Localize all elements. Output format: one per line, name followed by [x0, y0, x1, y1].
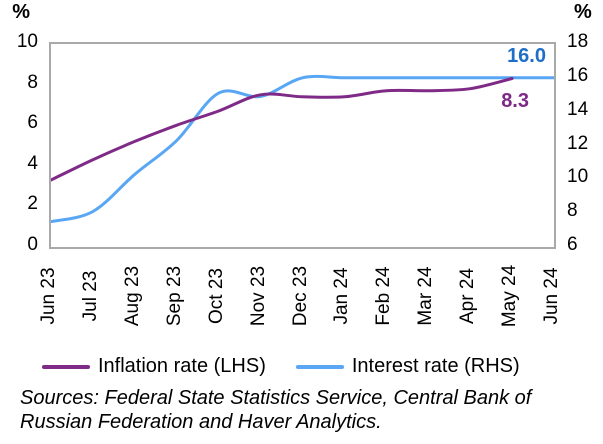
- plot-area: [49, 42, 556, 249]
- x-axis-tick: Jun 24: [541, 267, 562, 325]
- x-axis-tick: Jun 23: [38, 267, 59, 325]
- x-axis-tick: Feb 24: [373, 266, 395, 326]
- x-axis-tick: Sep 23: [163, 265, 185, 327]
- x-axis-tick: Jul 23: [79, 270, 101, 322]
- inflation-rate-end-value-label: 8.3: [501, 90, 529, 112]
- right-axis-unit-label: %: [574, 1, 592, 23]
- right-axis-tick: 18: [567, 31, 589, 52]
- inflation-line-swatch: [42, 364, 90, 369]
- legend: Inflation rate (LHS) Interest rate (RHS): [0, 355, 603, 378]
- source-note-line2: Russian Federation and Haver Analytics.: [20, 411, 382, 433]
- right-axis-tick: 12: [567, 132, 589, 154]
- left-axis-tick: 6: [27, 112, 38, 134]
- interest-rate-end-value-label: 16.0: [507, 45, 546, 67]
- x-axis-tick: Aug 23: [121, 265, 143, 327]
- inflation-rate-line: [51, 77, 514, 182]
- right-axis-tick: 14: [567, 98, 589, 120]
- x-axis-tick: Dec 23: [289, 265, 311, 327]
- legend-item-interest: Interest rate (RHS): [295, 355, 520, 378]
- right-axis-tick: 10: [567, 166, 589, 188]
- source-note: Sources: Federal State Statistics Servic…: [20, 386, 585, 434]
- left-axis-unit-label: %: [12, 1, 30, 23]
- source-note-line1: Sources: Federal State Statistics Servic…: [20, 387, 532, 409]
- left-axis-tick: 0: [27, 234, 38, 255]
- legend-label-inflation: Inflation rate (LHS): [98, 355, 266, 377]
- left-axis-tick: 10: [16, 31, 38, 52]
- chart-canvas: [51, 74, 554, 224]
- left-axis-tick: 4: [27, 152, 38, 174]
- left-axis-tick: 8: [27, 71, 38, 93]
- right-axis-tick: 16: [567, 64, 589, 86]
- left-axis-tick: 2: [27, 193, 38, 215]
- x-axis-tick: Apr 24: [457, 268, 479, 324]
- legend-item-inflation: Inflation rate (LHS): [42, 355, 266, 378]
- right-axis-tick: 6: [567, 234, 578, 255]
- x-axis-tick: Nov 23: [247, 265, 269, 327]
- x-axis-tick: Oct 23: [205, 268, 227, 324]
- interest-rate-line: [51, 74, 554, 224]
- right-axis-tick: 8: [567, 200, 578, 222]
- x-axis-tick: Mar 24: [415, 266, 437, 326]
- x-axis-tick: Jan 24: [331, 267, 353, 325]
- interest-line-swatch: [295, 364, 344, 369]
- legend-label-interest: Interest rate (RHS): [351, 355, 520, 377]
- x-axis-tick: May 24: [499, 264, 521, 328]
